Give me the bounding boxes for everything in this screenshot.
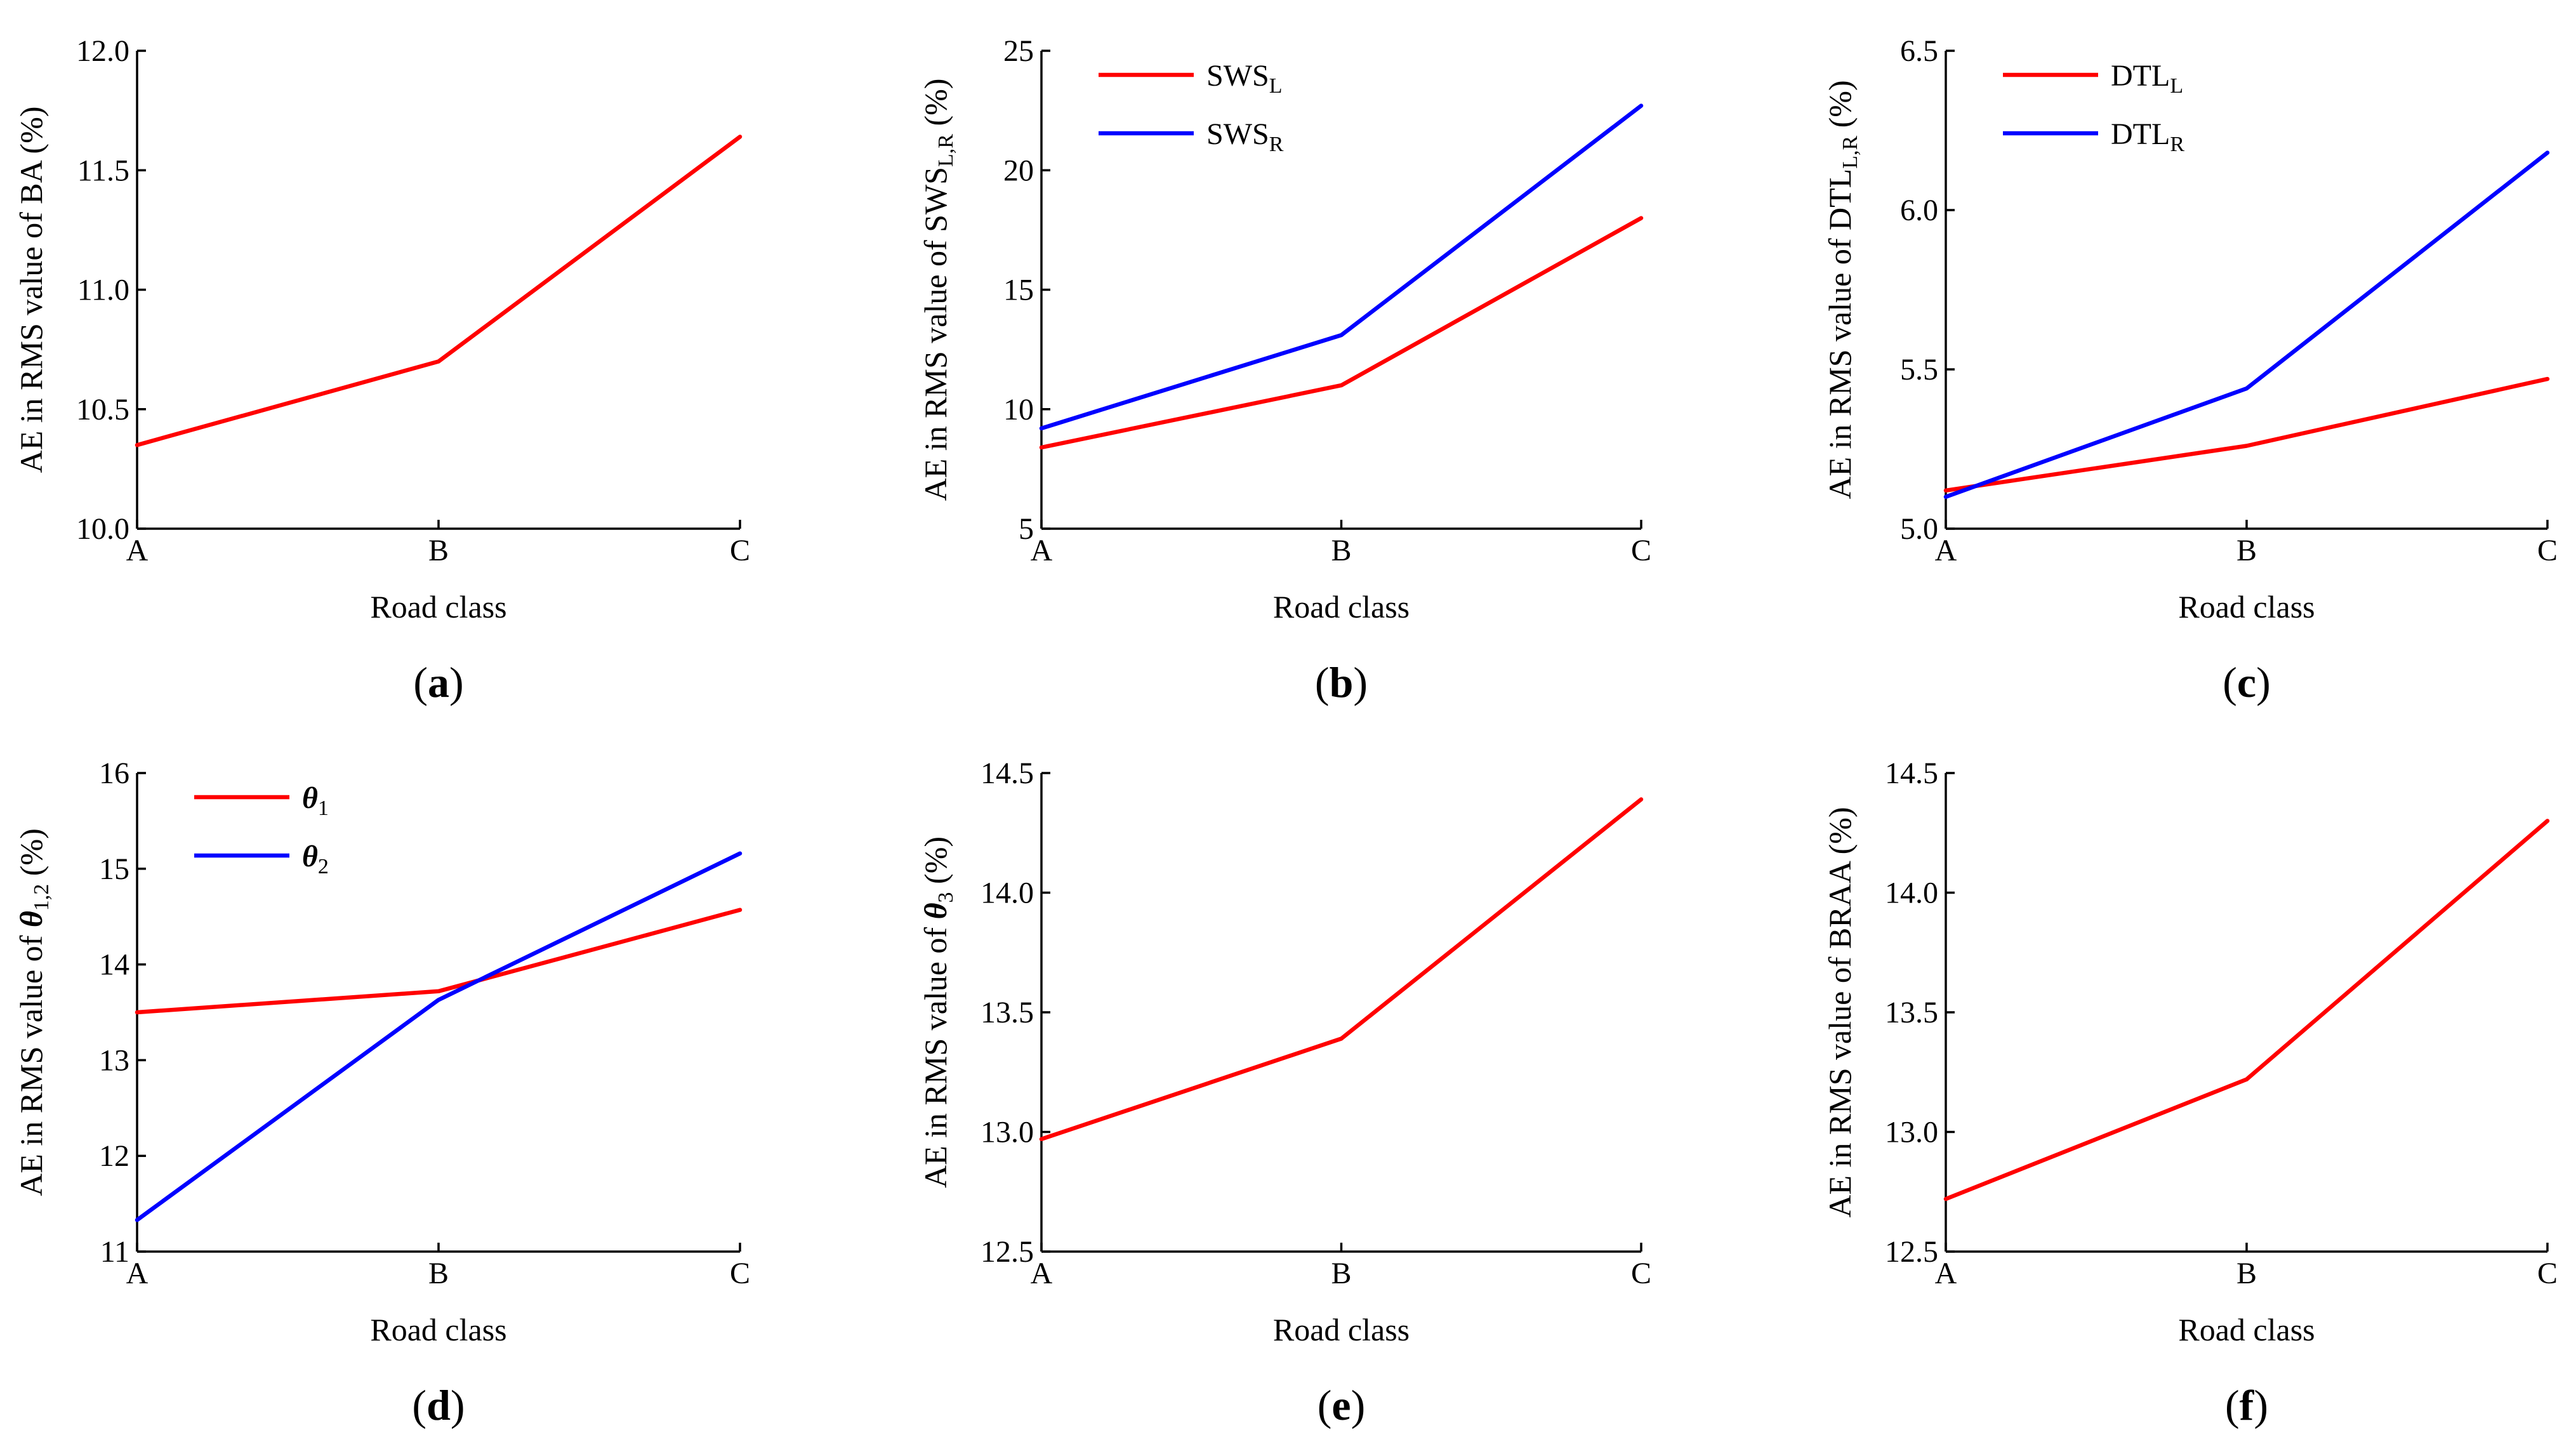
y-tick-label: 10 [1003, 393, 1034, 427]
y-tick-label: 12 [99, 1139, 129, 1173]
y-tick-label: 14.5 [981, 757, 1034, 790]
x-tick-label: C [730, 534, 750, 567]
y-tick-label: 20 [1003, 154, 1034, 187]
y-axis-title: AE in RMS value of SWSL,R (%) [918, 79, 958, 501]
y-tick-label: 11.0 [77, 274, 129, 307]
panel-e-chart: 12.5 13.0 13.5 14.0 14.5 A B C Road class AE in R… [918, 757, 1651, 1429]
y-axis-title: AE in RMS value of BRAA (%) [1822, 807, 1858, 1217]
y-tick-label: 16 [99, 757, 129, 790]
x-tick-label: B [1331, 1257, 1351, 1290]
x-axis-title: Road class [1273, 589, 1410, 625]
y-tick-label: 13.5 [1885, 996, 1938, 1029]
x-tick-label: C [2537, 534, 2558, 567]
y-tick-label: 5.0 [1900, 512, 1938, 546]
y-tick-label: 11 [100, 1235, 129, 1269]
legend-label: DTLL [2111, 59, 2183, 98]
y-tick-label: 6.0 [1900, 194, 1938, 227]
subfigure-label: (f) [2225, 1381, 2268, 1429]
y-tick-label: 12.5 [981, 1235, 1034, 1269]
y-tick-label: 15 [1003, 274, 1034, 307]
x-tick-label: C [1631, 1257, 1651, 1290]
y-tick-label: 12.5 [1885, 1235, 1938, 1269]
panel-b-chart: 5 10 15 20 25 A B C Road class AE in RMS value of… [918, 34, 1651, 706]
x-tick-label: A [1031, 534, 1053, 567]
y-tick-label: 6.5 [1900, 34, 1938, 68]
subfigure-label: (e) [1318, 1381, 1366, 1429]
y-tick-label: 14 [99, 948, 129, 982]
y-tick-label: 14.0 [1885, 876, 1938, 910]
panel-c-chart: 5.0 5.5 6.0 6.5 A B C Road class AE in RMS value… [1822, 34, 2558, 706]
x-tick-label: A [1935, 534, 1957, 567]
x-tick-label: B [2236, 534, 2257, 567]
y-tick-label: 25 [1003, 34, 1034, 68]
y-axis-title: AE in RMS value of θ1,2 (%) [13, 828, 53, 1196]
subfigure-label: (c) [2223, 658, 2271, 706]
y-tick-label: 13.0 [981, 1116, 1034, 1149]
panel-a-chart: 10.0 10.5 11.0 11.5 12.0 A B C Road class AE in R… [13, 34, 750, 706]
y-axis-title: AE in RMS value of θ3 (%) [918, 837, 958, 1188]
y-tick-label: 10.0 [76, 512, 129, 546]
x-axis-title: Road class [2178, 1312, 2315, 1347]
x-tick-label: A [126, 1257, 149, 1290]
y-tick-label: 12.0 [76, 34, 129, 68]
x-tick-label: C [730, 1257, 750, 1290]
x-tick-label: B [428, 534, 449, 567]
x-axis-title: Road class [2178, 589, 2315, 625]
x-axis-title: Road class [1273, 1312, 1410, 1347]
y-tick-label: 14.0 [981, 876, 1034, 910]
panel-d-chart: 11 12 13 14 15 16 A B C Road class AE in RMS value… [13, 757, 750, 1429]
y-tick-label: 14.5 [1885, 757, 1938, 790]
legend-label: SWSR [1206, 117, 1284, 156]
y-tick-label: 13.5 [981, 996, 1034, 1029]
legend-label: SWSL [1206, 59, 1282, 98]
y-tick-label: 5 [1019, 512, 1034, 546]
y-axis-title: AE in RMS value of BA (%) [13, 107, 49, 473]
subfigure-label: (b) [1315, 658, 1368, 706]
x-tick-label: C [1631, 534, 1651, 567]
x-tick-label: B [2236, 1257, 2257, 1290]
panel-f-chart: 12.5 13.0 13.5 14.0 14.5 A B C Road class AE in R… [1822, 757, 2558, 1429]
y-tick-label: 15 [99, 852, 129, 886]
x-tick-label: A [1031, 1257, 1053, 1290]
x-tick-label: A [126, 534, 149, 567]
x-axis-title: Road class [370, 589, 506, 625]
x-tick-label: A [1935, 1257, 1957, 1290]
y-tick-label: 5.5 [1900, 353, 1938, 387]
y-tick-label: 10.5 [76, 393, 129, 427]
y-tick-label: 13 [99, 1043, 129, 1077]
x-tick-label: B [1331, 534, 1351, 567]
legend-label: θ1 [302, 781, 329, 820]
y-axis-title: AE in RMS value of DTLL,R (%) [1822, 80, 1862, 499]
y-tick-label: 13.0 [1885, 1116, 1938, 1149]
subfigure-label: (d) [412, 1381, 465, 1429]
x-tick-label: B [428, 1257, 449, 1290]
x-axis-title: Road class [370, 1312, 506, 1347]
legend-label: θ2 [302, 840, 329, 878]
y-tick-label: 11.5 [77, 154, 129, 187]
x-tick-label: C [2537, 1257, 2558, 1290]
legend-label: DTLR [2111, 117, 2184, 156]
subfigure-label: (a) [413, 658, 463, 706]
